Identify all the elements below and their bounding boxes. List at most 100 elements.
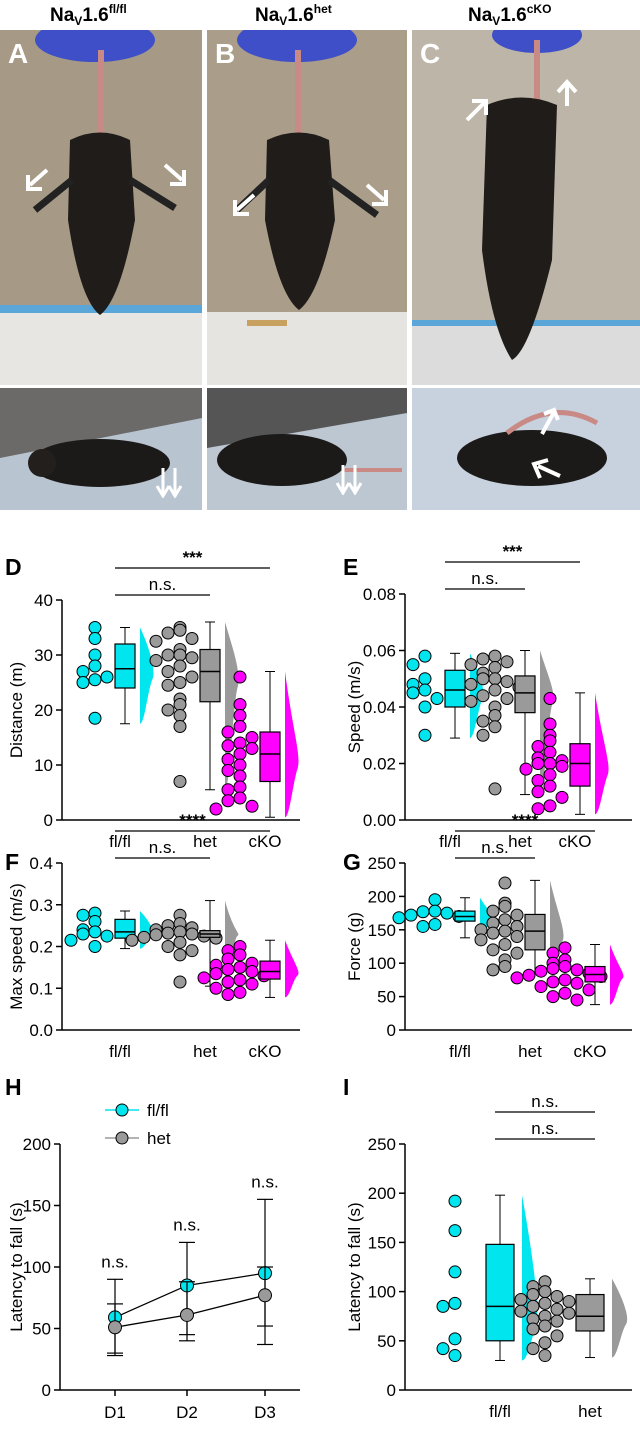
data-point xyxy=(185,927,199,941)
data-point xyxy=(173,698,187,711)
data-point xyxy=(538,1296,552,1310)
photo-flfl-walking xyxy=(0,388,202,510)
data-point xyxy=(474,933,488,947)
data-point xyxy=(570,963,584,977)
panel-label-e: E xyxy=(343,554,358,580)
data-point xyxy=(555,790,569,804)
data-point xyxy=(486,926,500,940)
data-point xyxy=(500,692,514,706)
data-point xyxy=(538,1319,552,1333)
data-point xyxy=(173,659,187,673)
photo-cko-hanging: C xyxy=(412,30,640,385)
data-point xyxy=(88,621,102,634)
x-tick-label: fl/fl xyxy=(489,1402,511,1421)
y-tick-label: 0.06 xyxy=(363,642,396,661)
header-cko: NaV1.6cKO xyxy=(468,2,552,28)
data-point xyxy=(510,908,524,922)
data-point xyxy=(558,941,572,955)
data-point xyxy=(531,773,545,787)
panel-label-f: F xyxy=(5,849,19,875)
data-point xyxy=(404,908,418,922)
data-point xyxy=(534,980,548,994)
arrow-icon xyxy=(163,163,186,186)
y-tick-label: 50 xyxy=(377,988,396,1007)
data-point xyxy=(555,759,569,773)
data-point xyxy=(233,960,247,974)
y-tick-label: 0.0 xyxy=(29,1021,53,1040)
y-tick-label: 200 xyxy=(23,1135,51,1154)
data-point xyxy=(161,703,175,717)
box xyxy=(259,731,281,783)
panel-label-c: C xyxy=(420,38,441,69)
data-point xyxy=(100,929,114,943)
y-axis-label: Speed (m/s) xyxy=(345,661,364,754)
box xyxy=(259,960,281,980)
data-point xyxy=(488,720,502,734)
data-point xyxy=(418,728,432,742)
box xyxy=(114,918,136,939)
data-point xyxy=(440,906,454,920)
significance-label: n.s. xyxy=(173,1215,200,1234)
data-point xyxy=(416,919,430,933)
data-point xyxy=(448,1296,462,1310)
legend-marker xyxy=(115,1103,129,1117)
data-point xyxy=(543,745,557,759)
data-point xyxy=(526,1288,540,1302)
significance-label: *** xyxy=(183,548,203,567)
violin xyxy=(612,1278,628,1358)
data-point xyxy=(161,665,175,678)
x-tick-label: het xyxy=(578,1402,602,1421)
box xyxy=(514,675,536,714)
data-point xyxy=(233,736,247,750)
data-point xyxy=(519,762,533,776)
data-point xyxy=(538,1349,552,1363)
y-tick-label: 40 xyxy=(34,591,53,610)
data-point xyxy=(510,971,524,985)
box xyxy=(199,648,221,703)
y-axis-label: Latency to fall (s) xyxy=(7,1202,26,1331)
x-tick-label: het xyxy=(193,832,217,851)
data-point xyxy=(476,652,490,666)
significance-label: n.s. xyxy=(531,1092,558,1111)
data-point xyxy=(233,780,247,794)
data-point xyxy=(137,930,151,944)
data-point xyxy=(149,654,163,667)
data-point xyxy=(125,933,139,947)
data-point xyxy=(88,648,102,662)
panel-label-d: D xyxy=(5,554,22,580)
data-point xyxy=(543,799,557,813)
data-point xyxy=(543,734,557,748)
data-point xyxy=(209,967,223,981)
data-point xyxy=(526,1322,540,1336)
data-point xyxy=(498,876,512,890)
arrow-icon xyxy=(531,458,561,479)
significance-label: n.s. xyxy=(101,1252,128,1271)
data-point xyxy=(500,675,514,689)
significance-label: **** xyxy=(179,811,206,830)
y-tick-label: 250 xyxy=(368,854,396,873)
data-point xyxy=(88,925,102,939)
data-point xyxy=(436,1299,450,1313)
data-point xyxy=(76,927,90,941)
y-tick-label: 0 xyxy=(42,1381,51,1400)
data-point xyxy=(245,965,259,979)
data-point xyxy=(221,975,235,989)
significance-label: n.s. xyxy=(531,1119,558,1138)
data-point xyxy=(233,720,247,733)
data-point xyxy=(173,775,187,788)
data-point xyxy=(464,677,478,691)
data-point xyxy=(233,747,247,761)
data-point xyxy=(88,940,102,953)
significance-label: n.s. xyxy=(481,838,508,857)
data-point xyxy=(233,758,247,772)
data-point xyxy=(418,672,432,686)
data-point xyxy=(100,670,114,684)
data-point xyxy=(180,1307,194,1322)
data-point xyxy=(221,794,235,808)
x-tick-label: D2 xyxy=(176,1403,198,1422)
data-point xyxy=(498,899,512,913)
photo-het-hanging: B xyxy=(207,30,407,385)
data-point xyxy=(562,1306,576,1320)
data-point xyxy=(233,791,247,805)
